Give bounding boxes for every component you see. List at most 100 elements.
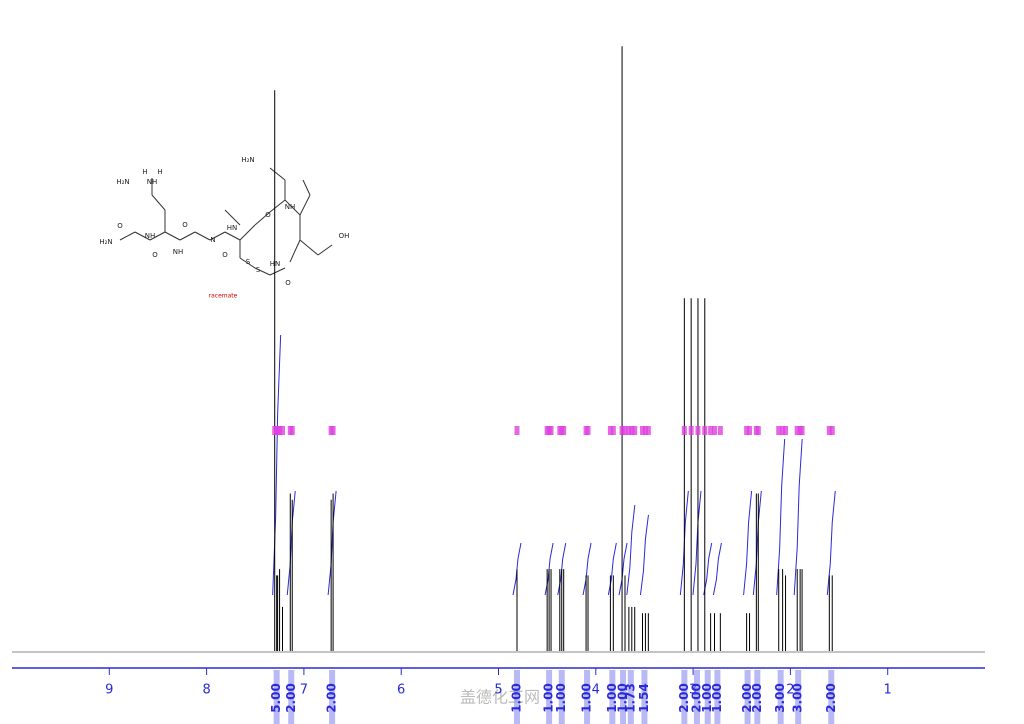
peak-pick bbox=[645, 426, 651, 435]
integral-curve bbox=[557, 542, 567, 596]
peak-pick bbox=[330, 426, 336, 435]
integral-label: 5.00 bbox=[269, 683, 283, 713]
integral-curve bbox=[776, 438, 786, 596]
peak-pick bbox=[289, 426, 295, 435]
atom-label: O bbox=[222, 251, 228, 259]
peak-pick bbox=[794, 426, 800, 435]
integral-label: 1.00 bbox=[554, 683, 568, 713]
x-tick-label: 3 bbox=[689, 683, 697, 698]
peak-pick bbox=[717, 426, 723, 435]
peak-pick bbox=[744, 426, 750, 435]
integral-region bbox=[609, 670, 616, 724]
peak-pick bbox=[610, 426, 616, 435]
atom-label: O bbox=[117, 222, 123, 230]
peak-pick bbox=[826, 426, 832, 435]
integral-label: 2.00 bbox=[750, 683, 764, 713]
atom-label: O bbox=[152, 251, 158, 259]
peak-pick bbox=[783, 426, 789, 435]
integral-region bbox=[641, 670, 648, 724]
integral-label: 1.00 bbox=[605, 683, 619, 713]
atom-label: HN bbox=[227, 224, 238, 232]
peak-pick bbox=[514, 426, 520, 435]
integral-label: 1.00 bbox=[580, 683, 594, 713]
integral-label: 1.54 bbox=[637, 683, 651, 713]
integral-region bbox=[546, 670, 553, 724]
peak-pick bbox=[629, 426, 635, 435]
integral-region bbox=[795, 670, 802, 724]
integral-curve bbox=[712, 542, 722, 596]
molecule-structure: H₂N NH H H H₂N H₂N NH N O O NH HN S S OH… bbox=[99, 156, 349, 300]
integral-label: 1.00 bbox=[700, 683, 714, 713]
integral-curve bbox=[512, 542, 522, 596]
peak-pick bbox=[780, 426, 786, 435]
x-tick-label: 9 bbox=[105, 683, 113, 698]
x-tick-label: 8 bbox=[202, 683, 210, 698]
peak-pick bbox=[279, 426, 285, 435]
atom-label: NH bbox=[173, 248, 184, 256]
peak-pick bbox=[776, 426, 782, 435]
x-tick-label: 4 bbox=[592, 683, 600, 698]
integral-curve bbox=[692, 490, 702, 596]
atom-label: H₂N bbox=[116, 178, 129, 186]
peak-pick bbox=[747, 426, 753, 435]
x-tick-label: 1 bbox=[884, 683, 892, 698]
x-tick-label: 2 bbox=[786, 683, 794, 698]
peak-pick bbox=[548, 426, 554, 435]
integral-region bbox=[754, 670, 761, 724]
integral-label: 2.00 bbox=[284, 683, 298, 713]
atom-label: H bbox=[157, 168, 162, 176]
peak-pick bbox=[626, 426, 632, 435]
integral-region bbox=[273, 670, 280, 724]
integral-curve bbox=[544, 542, 554, 596]
integral-curve bbox=[639, 514, 649, 596]
integral-region bbox=[693, 670, 700, 724]
x-tick-label: 6 bbox=[397, 683, 405, 698]
integral-region bbox=[288, 670, 295, 724]
peak-pick bbox=[640, 426, 646, 435]
integral-label: 3.00 bbox=[791, 683, 805, 713]
integral-region bbox=[627, 670, 634, 724]
x-tick-label: 5 bbox=[494, 683, 502, 698]
integral-region bbox=[681, 670, 688, 724]
peak-pick bbox=[755, 426, 761, 435]
integral-region bbox=[744, 670, 751, 724]
peak-pick bbox=[688, 426, 694, 435]
watermark: 盖德化工网 bbox=[460, 688, 540, 707]
integral-label: 1.00 bbox=[710, 683, 724, 713]
atom-label: O bbox=[285, 279, 291, 287]
integral-region bbox=[620, 670, 627, 724]
peak-pick bbox=[712, 426, 718, 435]
integral-label: 2.00 bbox=[740, 683, 754, 713]
integral-region bbox=[714, 670, 721, 724]
integral-region bbox=[704, 670, 711, 724]
integral-curve bbox=[286, 490, 296, 596]
peak-pick bbox=[702, 426, 708, 435]
atom-label: S bbox=[256, 266, 261, 274]
peak-pick bbox=[277, 426, 283, 435]
racemate-note: racemate bbox=[209, 293, 238, 300]
atom-label: NH bbox=[147, 178, 158, 186]
peak-pick bbox=[695, 426, 701, 435]
peak-pick bbox=[561, 426, 567, 435]
atom-label: H₂N bbox=[241, 156, 254, 164]
atom-label: NH bbox=[145, 232, 156, 240]
integral-curve bbox=[272, 334, 282, 596]
peak-pick bbox=[708, 426, 714, 435]
integral-curve bbox=[327, 490, 337, 596]
peak-pick bbox=[632, 426, 638, 435]
integral-label: 2.00 bbox=[677, 683, 691, 713]
peak-pick bbox=[622, 426, 628, 435]
integral-curve bbox=[626, 504, 636, 596]
peak-pick bbox=[681, 426, 687, 435]
peak-pick bbox=[607, 426, 613, 435]
atom-label: O bbox=[265, 211, 271, 219]
peak-pick bbox=[642, 426, 648, 435]
atom-label: O bbox=[182, 221, 188, 229]
integral-curve bbox=[582, 542, 592, 596]
atom-label: S bbox=[246, 258, 251, 266]
integral-curve bbox=[752, 490, 762, 596]
peak-pick bbox=[585, 426, 591, 435]
atom-label: NH bbox=[285, 203, 296, 211]
integral-curve bbox=[743, 490, 753, 596]
